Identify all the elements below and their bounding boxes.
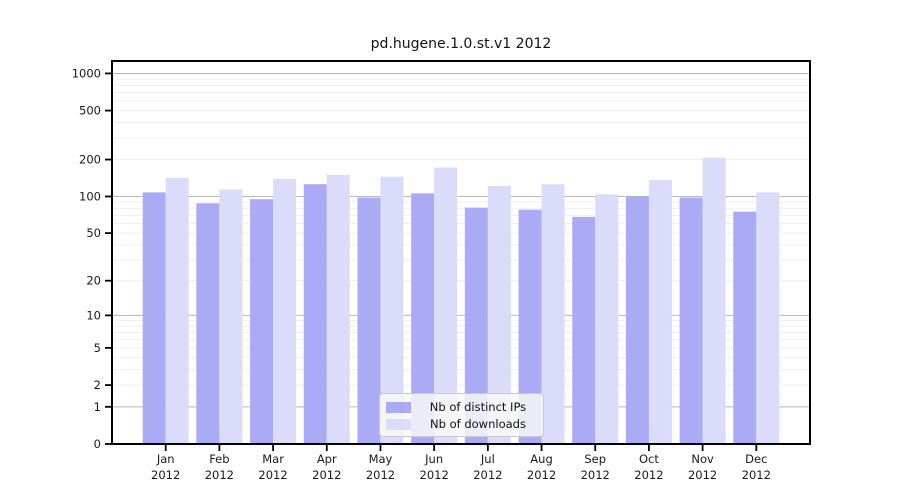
bar-downloads — [326, 174, 350, 444]
x-tick-label-month: Dec — [745, 452, 767, 466]
bar-distinct-ips — [572, 216, 596, 444]
bar-downloads — [595, 194, 619, 444]
legend-swatch-distinct-ips — [386, 401, 411, 413]
bar-downloads — [702, 157, 726, 444]
bar-distinct-ips — [518, 209, 542, 444]
legend: Nb of distinct IPs Nb of downloads — [379, 393, 544, 437]
bar-distinct-ips — [303, 184, 327, 444]
y-tick-label: 20 — [86, 274, 101, 288]
y-tick-label: 200 — [79, 153, 101, 167]
x-tick-label-month: Jul — [480, 452, 495, 466]
x-tick-label-year: 2012 — [527, 468, 556, 482]
x-tick-label-month: Nov — [691, 452, 714, 466]
y-tick-label: 0 — [94, 437, 101, 451]
bar-downloads — [165, 177, 189, 445]
legend-item-downloads: Nb of downloads — [386, 416, 535, 432]
bar-downloads — [648, 180, 672, 445]
bar-distinct-ips — [411, 193, 435, 444]
x-tick-label-year: 2012 — [312, 468, 341, 482]
bar-downloads — [219, 189, 243, 444]
y-tick-label: 10 — [86, 308, 101, 322]
x-tick-label-year: 2012 — [151, 468, 180, 482]
x-tick-label-year: 2012 — [205, 468, 234, 482]
y-tick-label: 2 — [94, 378, 101, 392]
bar-distinct-ips — [625, 196, 649, 444]
x-tick-label-month: Jan — [156, 452, 175, 466]
x-tick-label-year: 2012 — [473, 468, 502, 482]
bar-distinct-ips — [250, 199, 274, 444]
bar-downloads — [434, 167, 458, 444]
y-tick-label: 500 — [79, 104, 101, 118]
bar-downloads — [487, 185, 511, 444]
bar-downloads — [380, 176, 404, 444]
y-tick-label: 50 — [86, 226, 101, 240]
legend-label-downloads: Nb of downloads — [430, 417, 526, 431]
x-tick-label-month: Oct — [639, 452, 659, 466]
x-tick-label-year: 2012 — [581, 468, 610, 482]
legend-swatch-downloads — [386, 418, 411, 430]
legend-label-distinct-ips: Nb of distinct IPs — [429, 400, 527, 414]
chart-title: pd.hugene.1.0.st.v1 2012 — [370, 36, 552, 52]
bar-distinct-ips — [464, 207, 488, 444]
bar-distinct-ips — [679, 197, 703, 444]
x-tick-label-month: May — [369, 452, 393, 466]
bar-distinct-ips — [142, 192, 166, 444]
x-tick-label-month: Feb — [209, 452, 229, 466]
x-tick-label-month: Sep — [584, 452, 606, 466]
x-tick-label-year: 2012 — [742, 468, 771, 482]
bar-downloads — [756, 192, 780, 444]
plot-frame — [111, 60, 811, 445]
x-tick-label-year: 2012 — [258, 468, 287, 482]
x-tick-label-year: 2012 — [688, 468, 717, 482]
y-tick-label: 100 — [79, 189, 101, 203]
y-tick-label: 1000 — [72, 66, 101, 80]
legend-item-distinct-ips: Nb of distinct IPs — [386, 399, 535, 415]
bar-distinct-ips — [733, 211, 757, 444]
x-tick-label-month: Jun — [424, 452, 443, 466]
y-tick-label: 1 — [94, 400, 101, 414]
bar-downloads — [541, 184, 565, 444]
y-tick-label: 5 — [94, 341, 101, 355]
x-tick-label-month: Mar — [262, 452, 284, 466]
bar-distinct-ips — [196, 203, 220, 444]
x-tick-label-year: 2012 — [366, 468, 395, 482]
x-tick-label-month: Apr — [317, 452, 337, 466]
x-tick-label-year: 2012 — [420, 468, 449, 482]
bar-distinct-ips — [357, 197, 381, 444]
x-tick-label-month: Aug — [530, 452, 552, 466]
x-tick-label-year: 2012 — [634, 468, 663, 482]
bar-downloads — [273, 178, 297, 444]
